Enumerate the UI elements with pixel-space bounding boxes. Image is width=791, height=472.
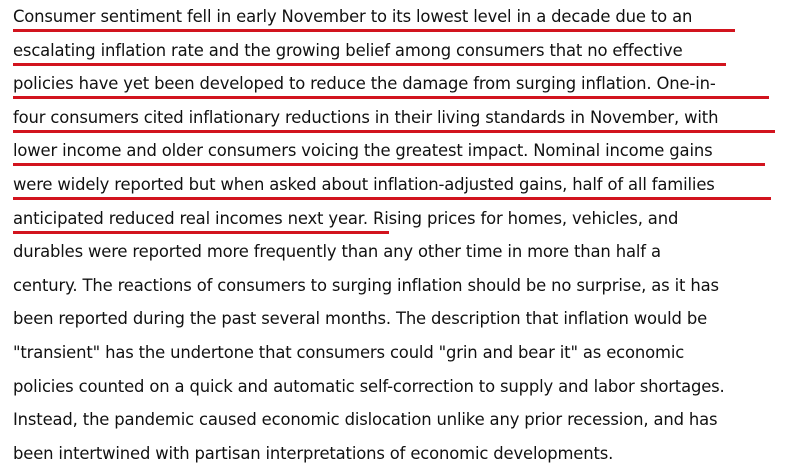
text-line: lower income and older consumers voicing… (13, 134, 788, 168)
text-line-content: "transient" has the undertone that consu… (13, 342, 685, 362)
text-line: anticipated reduced real incomes next ye… (13, 202, 788, 236)
text-line-content: policies have yet been developed to redu… (13, 74, 716, 94)
article-paragraph: Consumer sentiment fell in early Novembe… (13, 0, 788, 470)
text-line: been reported during the past several mo… (13, 302, 788, 336)
text-line: policies have yet been developed to redu… (13, 67, 788, 101)
text-line-content: policies counted on a quick and automati… (13, 376, 725, 396)
text-line-content: durables were reported more frequently t… (13, 242, 661, 262)
text-line: Consumer sentiment fell in early Novembe… (13, 0, 788, 34)
text-line-content: Instead, the pandemic caused economic di… (13, 410, 718, 430)
text-line-content: lower income and older consumers voicing… (13, 141, 713, 161)
red-underline-mark (13, 29, 735, 32)
text-line-content: been reported during the past several mo… (13, 309, 708, 329)
red-underline-mark (13, 96, 769, 100)
red-underline-mark (13, 230, 389, 234)
text-line: durables were reported more frequently t… (13, 235, 788, 269)
red-underline-mark (13, 129, 775, 133)
text-line-content: been intertwined with partisan interpret… (13, 443, 614, 463)
text-line: policies counted on a quick and automati… (13, 370, 788, 404)
text-line-content: century. The reactions of consumers to s… (13, 275, 719, 295)
text-line-content: four consumers cited inflationary reduct… (13, 107, 719, 127)
text-line: century. The reactions of consumers to s… (13, 269, 788, 303)
text-line-content: Consumer sentiment fell in early Novembe… (13, 7, 693, 26)
text-line-content: anticipated reduced real incomes next ye… (13, 208, 679, 228)
text-line: were widely reported but when asked abou… (13, 168, 788, 202)
text-line: been intertwined with partisan interpret… (13, 437, 788, 471)
text-line: Instead, the pandemic caused economic di… (13, 403, 788, 437)
red-underline-mark (13, 163, 765, 167)
text-line: "transient" has the undertone that consu… (13, 336, 788, 370)
text-line-content: were widely reported but when asked abou… (13, 174, 715, 194)
text-line: four consumers cited inflationary reduct… (13, 101, 788, 135)
text-line: escalating inflation rate and the growin… (13, 34, 788, 68)
text-line-content: escalating inflation rate and the growin… (13, 40, 683, 60)
red-underline-mark (13, 196, 771, 200)
red-underline-mark (13, 62, 726, 66)
